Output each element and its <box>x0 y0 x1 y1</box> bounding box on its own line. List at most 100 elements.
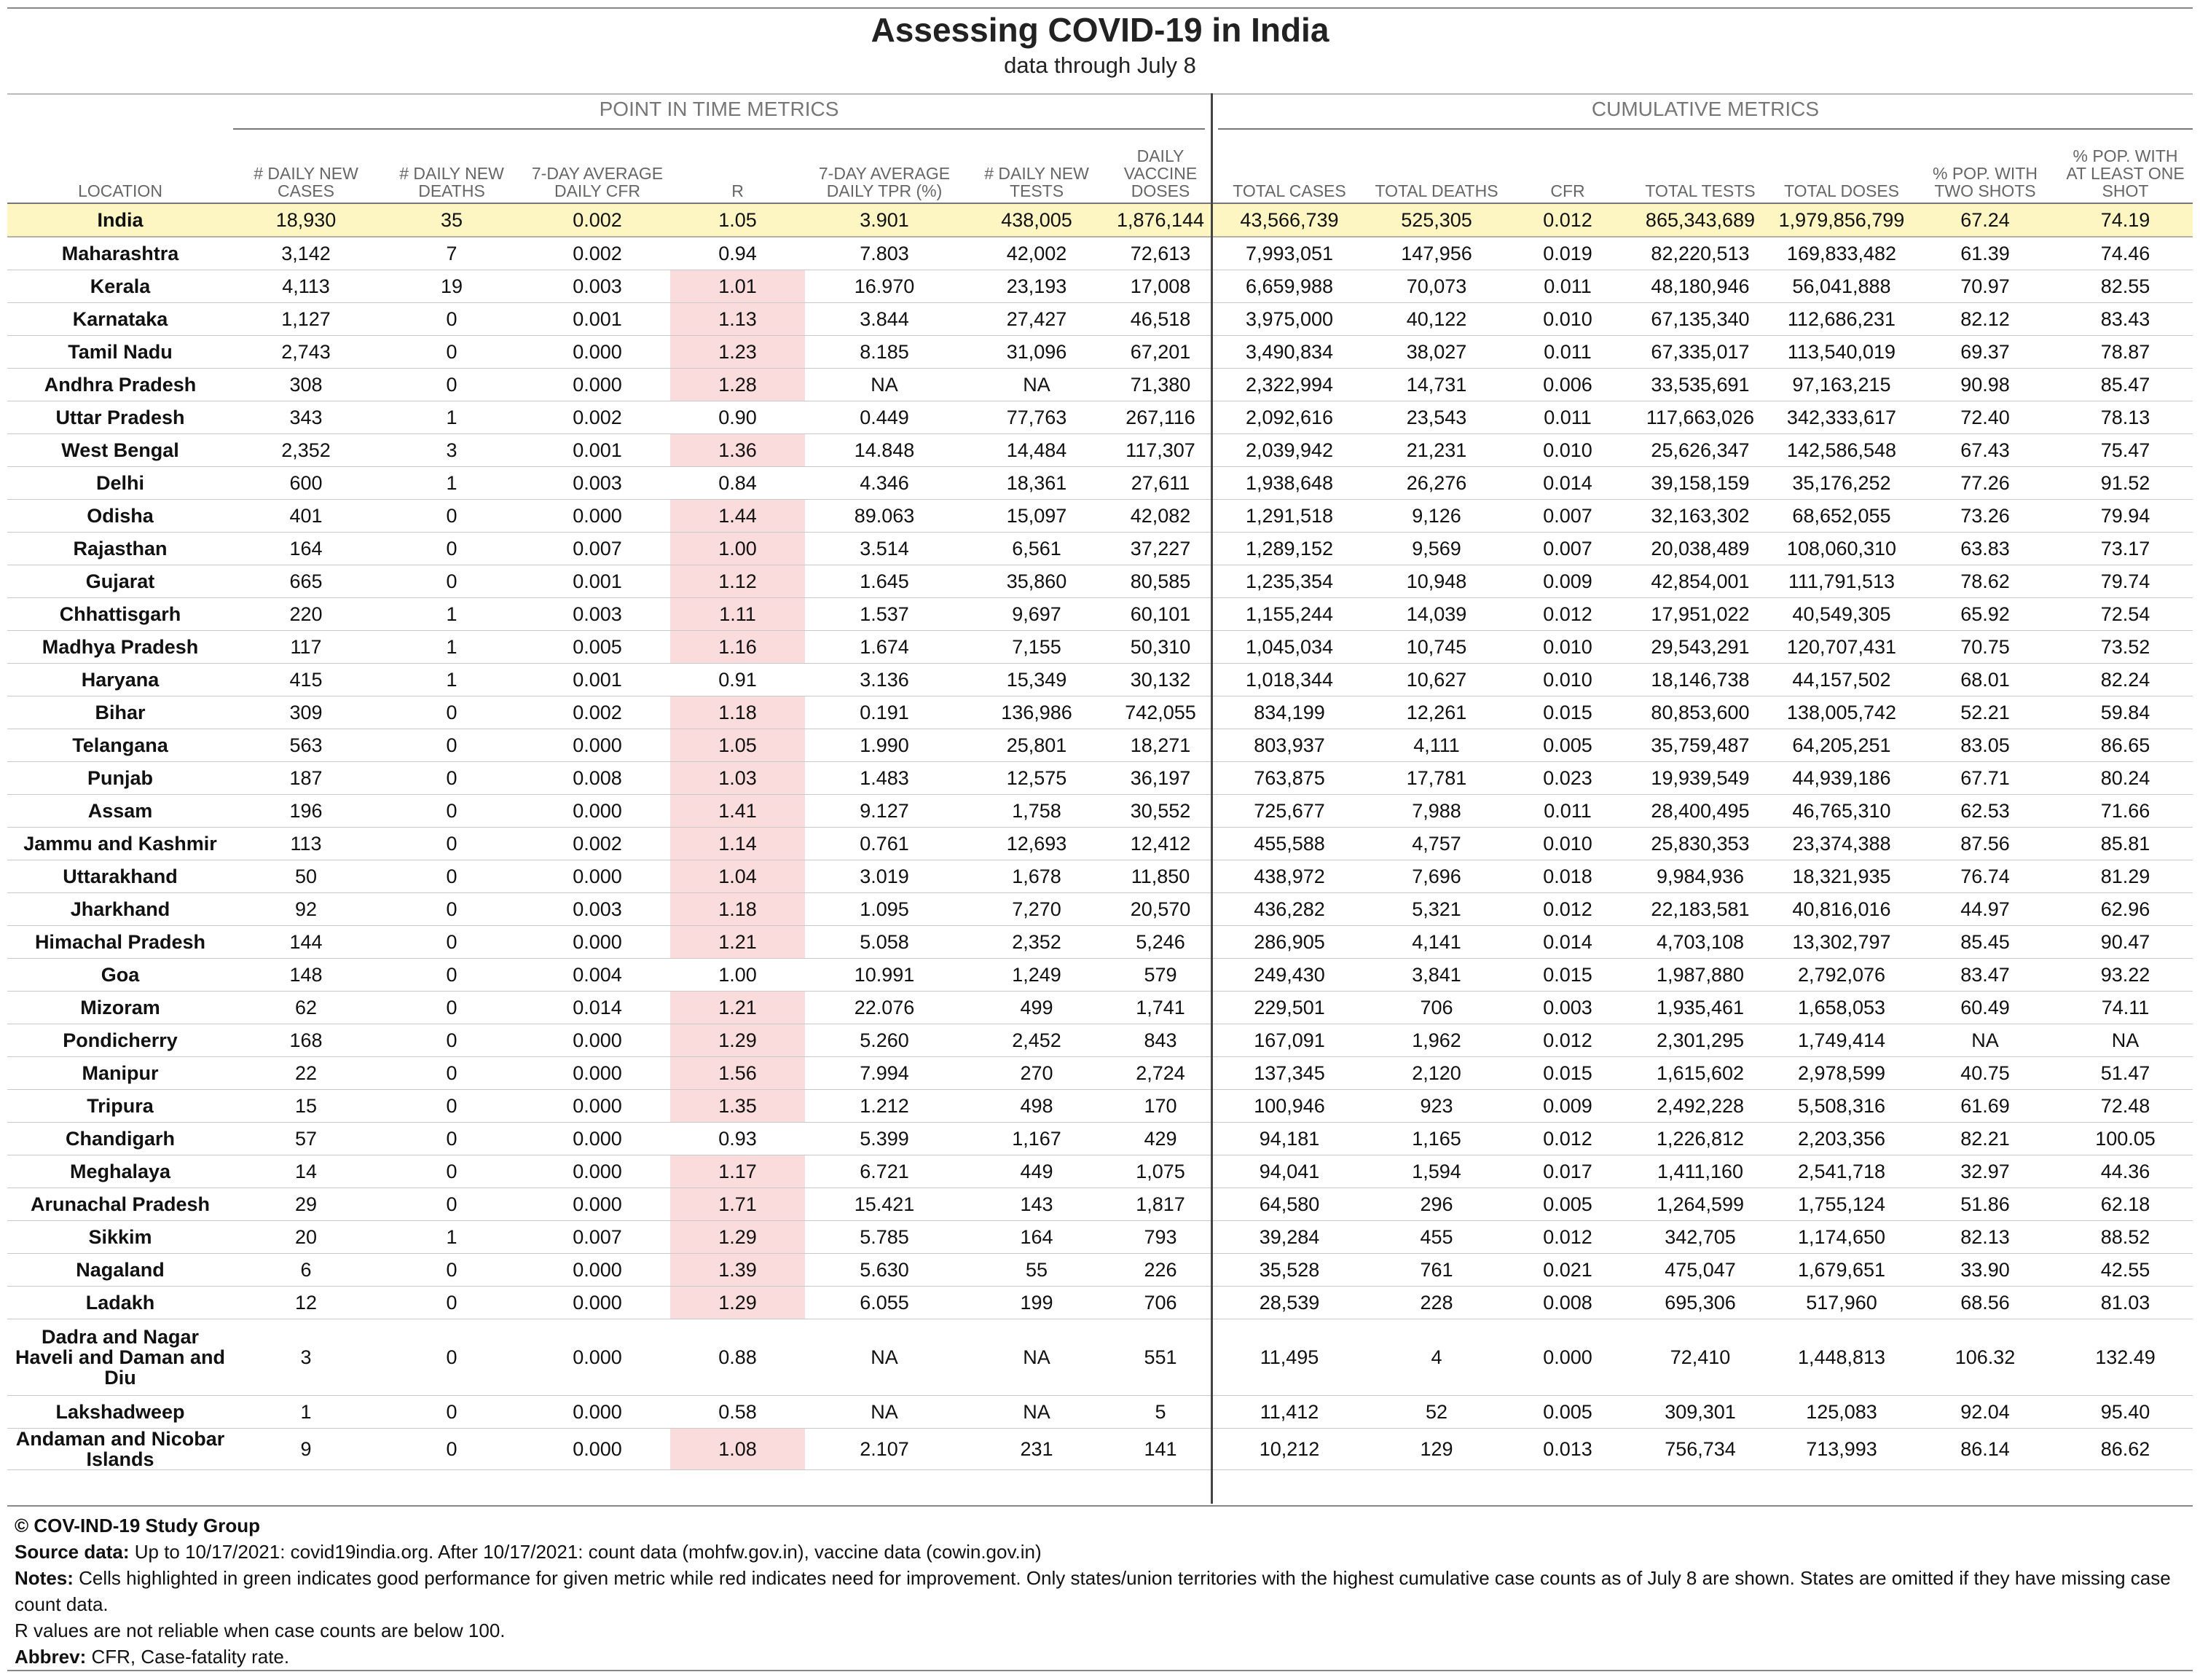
cell-daily-new-tests: 231 <box>964 1428 1109 1470</box>
table-row: Jammu and Kashmir 113 0 0.002 1.14 0.761 12,69… <box>7 827 2193 860</box>
cell-pct-one-shot: 74.11 <box>2058 991 2193 1024</box>
cell-r: 1.16 <box>670 630 805 664</box>
column-header: # DAILY NEW CASES <box>233 131 379 204</box>
cell-pct-two-shots: 61.39 <box>1912 237 2058 270</box>
table-row: Mizoram 62 0 0.014 1.21 22.076 499 1,741 229,501… <box>7 991 2193 1024</box>
cell-total-deaths: 9,126 <box>1367 499 1506 533</box>
cell-daily-vaccine-doses: 1,817 <box>1109 1188 1211 1221</box>
cell-total-doses: 40,816,016 <box>1771 892 1912 926</box>
cell-pct-two-shots: 44.97 <box>1912 892 2058 926</box>
cell-daily-vaccine-doses: 551 <box>1109 1319 1211 1396</box>
cell-total-deaths: 10,627 <box>1367 663 1506 696</box>
cell-daily-vaccine-doses: 742,055 <box>1109 696 1211 729</box>
cell-total-tests: 25,830,353 <box>1630 827 1771 860</box>
cell-total-tests: 18,146,738 <box>1630 663 1771 696</box>
table-row: Pondicherry 168 0 0.000 1.29 5.260 2,452 843 167… <box>7 1024 2193 1057</box>
cell-daily-new-deaths: 7 <box>379 237 525 270</box>
cell-avg-daily-cfr: 0.000 <box>525 1319 670 1396</box>
cell-daily-new-cases: 20 <box>233 1220 379 1254</box>
cell-total-doses: 1,755,124 <box>1771 1188 1912 1221</box>
cell-daily-new-deaths: 1 <box>379 663 525 696</box>
cell-total-doses: 112,686,231 <box>1771 302 1912 336</box>
cell-avg-tpr: 6.721 <box>805 1155 964 1188</box>
cell-daily-vaccine-doses: 843 <box>1109 1024 1211 1057</box>
location-cell: Tripura <box>7 1089 233 1123</box>
table-row: Kerala 4,113 19 0.003 1.01 16.970 23,193 17,008… <box>7 270 2193 303</box>
cell-total-deaths: 455 <box>1367 1220 1506 1254</box>
cell-pct-two-shots: 76.74 <box>1912 860 2058 893</box>
cell-pct-one-shot: 62.96 <box>2058 892 2193 926</box>
cell-daily-new-deaths: 1 <box>379 401 525 434</box>
cell-total-tests: 82,220,513 <box>1630 237 1771 270</box>
table-row: India 18,930 35 0.002 1.05 3.901 438,005 1,876,… <box>7 203 2193 238</box>
cell-pct-two-shots: 61.69 <box>1912 1089 2058 1123</box>
cell-daily-new-deaths: 1 <box>379 1220 525 1254</box>
cell-daily-new-deaths: 0 <box>379 860 525 893</box>
cell-total-doses: 169,833,482 <box>1771 237 1912 270</box>
cell-daily-new-deaths: 0 <box>379 1319 525 1396</box>
cell-daily-new-tests: 15,097 <box>964 499 1109 533</box>
header-rule <box>7 93 2193 95</box>
location-cell: Rajasthan <box>7 532 233 565</box>
cell-total-tests: 865,343,689 <box>1630 203 1771 238</box>
cell-cfr: 0.007 <box>1506 499 1630 533</box>
cell-avg-tpr: 16.970 <box>805 270 964 303</box>
location-cell: Bihar <box>7 696 233 729</box>
cell-total-tests: 28,400,495 <box>1630 794 1771 828</box>
cell-avg-tpr: 3.844 <box>805 302 964 336</box>
location-cell: Mizoram <box>7 991 233 1024</box>
table-row: Karnataka 1,127 0 0.001 1.13 3.844 27,427 46,51… <box>7 302 2193 336</box>
cell-avg-daily-cfr: 0.000 <box>525 1286 670 1319</box>
cell-daily-new-cases: 14 <box>233 1155 379 1188</box>
cell-daily-vaccine-doses: 80,585 <box>1109 565 1211 598</box>
location-cell: Meghalaya <box>7 1155 233 1188</box>
cell-daily-new-tests: 27,427 <box>964 302 1109 336</box>
cell-total-deaths: 23,543 <box>1367 401 1506 434</box>
cell-pct-one-shot: 81.29 <box>2058 860 2193 893</box>
cell-r: 1.05 <box>670 203 805 238</box>
cell-total-doses: 125,083 <box>1771 1395 1912 1429</box>
cell-total-deaths: 3,841 <box>1367 958 1506 992</box>
cell-total-cases: 3,490,834 <box>1211 335 1367 369</box>
cell-daily-new-tests: 25,801 <box>964 729 1109 762</box>
location-cell: Karnataka <box>7 302 233 336</box>
cell-avg-daily-cfr: 0.000 <box>525 1253 670 1287</box>
table-row: Punjab 187 0 0.008 1.03 1.483 12,575 36,197 763,… <box>7 761 2193 795</box>
cell-pct-two-shots: 33.90 <box>1912 1253 2058 1287</box>
cell-avg-daily-cfr: 0.000 <box>525 860 670 893</box>
cell-daily-new-tests: 199 <box>964 1286 1109 1319</box>
chart-subtitle: data through July 8 <box>1004 52 1196 78</box>
cell-cfr: 0.012 <box>1506 892 1630 926</box>
cell-daily-new-cases: 29 <box>233 1188 379 1221</box>
cell-daily-new-tests: 499 <box>964 991 1109 1024</box>
cell-daily-vaccine-doses: 429 <box>1109 1122 1211 1155</box>
cell-pct-one-shot: 100.05 <box>2058 1122 2193 1155</box>
cell-cfr: 0.021 <box>1506 1253 1630 1287</box>
table-row: Chandigarh 57 0 0.000 0.93 5.399 1,167 429 94,18… <box>7 1122 2193 1155</box>
cell-daily-new-tests: 12,693 <box>964 827 1109 860</box>
cell-daily-new-deaths: 0 <box>379 696 525 729</box>
cell-avg-daily-cfr: 0.001 <box>525 302 670 336</box>
cell-avg-tpr: 3.901 <box>805 203 964 238</box>
location-cell: Sikkim <box>7 1220 233 1254</box>
section-point-rule <box>233 128 1205 130</box>
cell-pct-one-shot: 86.65 <box>2058 729 2193 762</box>
cell-pct-two-shots: 60.49 <box>1912 991 2058 1024</box>
cell-daily-new-cases: 196 <box>233 794 379 828</box>
cell-cfr: 0.010 <box>1506 827 1630 860</box>
section-point-in-time: POINT IN TIME METRICS <box>599 98 839 120</box>
cell-total-tests: 1,411,160 <box>1630 1155 1771 1188</box>
cell-total-doses: 2,541,718 <box>1771 1155 1912 1188</box>
cell-daily-new-cases: 57 <box>233 1122 379 1155</box>
cell-daily-vaccine-doses: 579 <box>1109 958 1211 992</box>
cell-total-doses: 44,939,186 <box>1771 761 1912 795</box>
cell-r: 1.04 <box>670 860 805 893</box>
cell-avg-tpr: 4.346 <box>805 466 964 500</box>
cell-cfr: 0.005 <box>1506 729 1630 762</box>
cell-daily-new-tests: 1,249 <box>964 958 1109 992</box>
cell-avg-daily-cfr: 0.002 <box>525 401 670 434</box>
cell-avg-daily-cfr: 0.003 <box>525 466 670 500</box>
cell-total-doses: 13,302,797 <box>1771 925 1912 959</box>
location-cell: Pondicherry <box>7 1024 233 1057</box>
table-row: Jharkhand 92 0 0.003 1.18 1.095 7,270 20,570 436… <box>7 892 2193 926</box>
